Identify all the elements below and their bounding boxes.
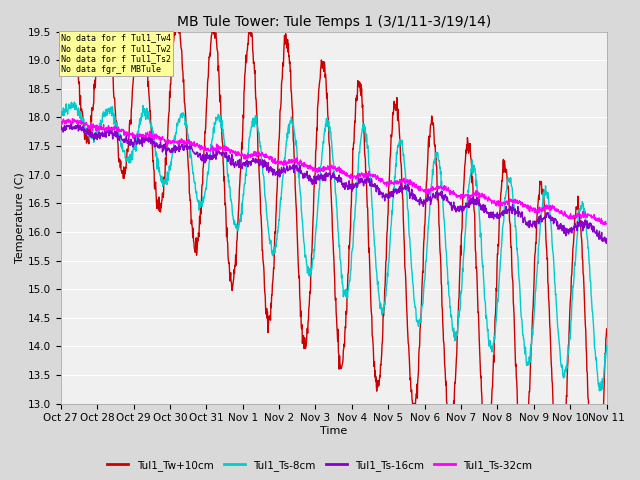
Text: No data for f Tul1_Tw4
No data for f Tul1_Tw2
No data for f Tul1_Ts2
No data fgr: No data for f Tul1_Tw4 No data for f Tul… <box>61 34 172 73</box>
X-axis label: Time: Time <box>320 426 348 436</box>
Title: MB Tule Tower: Tule Temps 1 (3/1/11-3/19/14): MB Tule Tower: Tule Temps 1 (3/1/11-3/19… <box>177 15 491 29</box>
Legend: Tul1_Tw+10cm, Tul1_Ts-8cm, Tul1_Ts-16cm, Tul1_Ts-32cm: Tul1_Tw+10cm, Tul1_Ts-8cm, Tul1_Ts-16cm,… <box>103 456 537 475</box>
Y-axis label: Temperature (C): Temperature (C) <box>15 172 25 263</box>
